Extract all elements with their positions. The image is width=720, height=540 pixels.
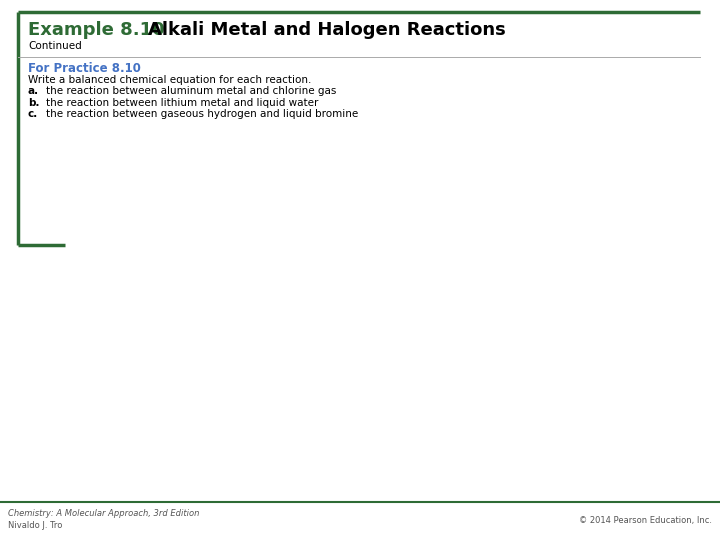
Text: c.: c. [28, 109, 38, 119]
Text: Chemistry: A Molecular Approach, 3rd Edition: Chemistry: A Molecular Approach, 3rd Edi… [8, 510, 199, 518]
Text: For Practice 8.10: For Practice 8.10 [28, 62, 141, 75]
Text: Alkali Metal and Halogen Reactions: Alkali Metal and Halogen Reactions [148, 21, 505, 39]
Text: the reaction between lithium metal and liquid water: the reaction between lithium metal and l… [46, 98, 318, 107]
Text: b.: b. [28, 98, 40, 107]
Text: the reaction between gaseous hydrogen and liquid bromine: the reaction between gaseous hydrogen an… [46, 109, 359, 119]
Text: a.: a. [28, 86, 39, 96]
Text: © 2014 Pearson Education, Inc.: © 2014 Pearson Education, Inc. [579, 516, 712, 524]
Text: Write a balanced chemical equation for each reaction.: Write a balanced chemical equation for e… [28, 75, 311, 85]
Text: Example 8.10: Example 8.10 [28, 21, 165, 39]
Text: Continued: Continued [28, 41, 82, 51]
Text: Nivaldo J. Tro: Nivaldo J. Tro [8, 522, 63, 530]
Text: the reaction between aluminum metal and chlorine gas: the reaction between aluminum metal and … [46, 86, 336, 96]
